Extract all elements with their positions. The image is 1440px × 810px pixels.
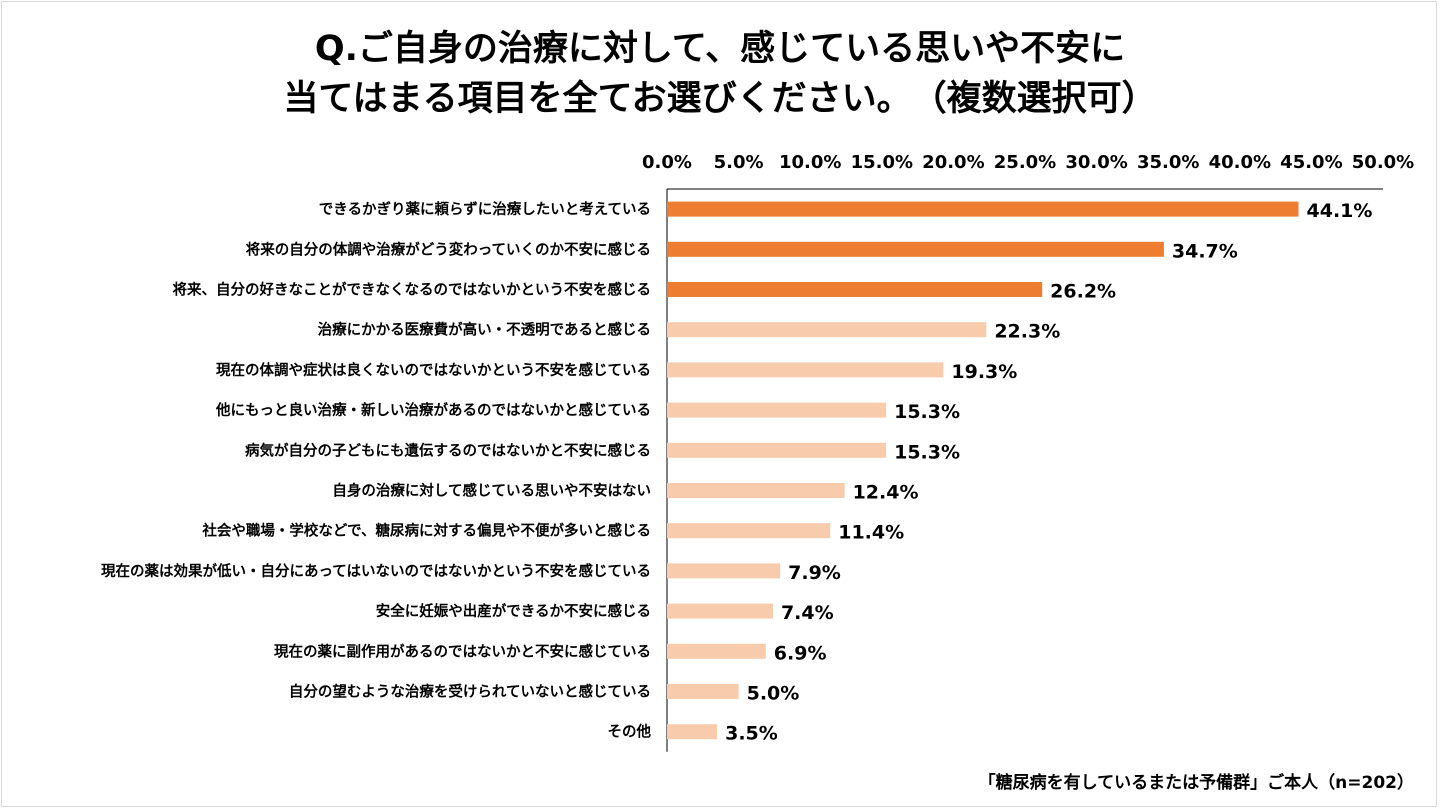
category-label: 現在の体調や症状は良くないのではないかという不安を感じている [216,361,651,379]
category-label: 安全に妊娠や出産ができるか不安に感じる [376,602,651,620]
data-label: 6.9% [774,642,827,664]
bar [667,241,1164,257]
category-label: 現在の薬は効果が低い・自分にあってはいないのではないかという不安を感じている [101,562,651,580]
category-label: 将来、自分の好きなことができなくなるのではないかという不安を感じる [173,281,652,299]
bar [667,402,887,418]
x-tick-label: 20.0% [922,152,984,173]
data-label: 22.3% [994,321,1060,343]
bar [667,643,766,659]
category-label: できるかぎり薬に頼らずに治療したいと考えている [319,200,651,218]
x-tick-label: 0.0% [642,152,692,173]
bar [667,201,1299,217]
data-label: 44.1% [1307,200,1373,222]
x-tick-label: 10.0% [779,152,841,173]
x-tick-label: 25.0% [994,152,1056,173]
data-label: 5.0% [747,683,800,705]
bar [667,523,831,539]
category-label: 病気が自分の子どもにも遺伝するのではないかと不安に感じる [245,441,651,459]
x-tick-label: 15.0% [851,152,913,173]
category-label: 治療にかかる医療費が高い・不透明であると感じる [318,321,651,339]
category-label: 自身の治療に対して感じている思いや不安はない [332,482,651,500]
data-label: 26.2% [1050,281,1116,303]
title-line-1: Q.ご自身の治療に対して、感じている思いや不安に [314,29,1126,69]
bar [667,483,845,498]
data-label: 7.4% [781,602,834,624]
x-tick-label: 40.0% [1209,152,1271,173]
data-label: 12.4% [853,482,919,504]
bar [667,322,987,338]
data-label: 3.5% [725,723,778,745]
category-label: その他 [608,723,652,741]
x-tick-label: 45.0% [1280,152,1342,173]
x-tick-label: 30.0% [1065,152,1127,173]
data-label: 11.4% [838,522,904,544]
x-tick-label: 50.0% [1352,152,1414,173]
bar [667,603,773,619]
data-label: 19.3% [951,361,1017,383]
bar [667,724,718,740]
x-tick-label: 35.0% [1137,152,1199,173]
bar [667,684,739,699]
data-label: 7.9% [788,562,841,584]
category-label: 将来の自分の体調や治療がどう変わっていくのか不安に感じる [246,240,651,258]
sample-footnote: 「糖尿病を有しているまたは予備群」ご本人（n=202） [978,773,1414,793]
title-line-2: 当てはまる項目を全てお選びください。 （複数選択可） [283,79,1157,119]
x-tick-label: 5.0% [714,152,764,173]
category-label: 社会や職場・学校などで、糖尿病に対する偏見や不便が多いと感じる [201,522,651,540]
category-label: 他にもっと良い治療・新しい治療があるのではないかと感じている [215,401,651,419]
data-label: 15.3% [894,401,960,423]
category-label: 現在の薬に副作用があるのではないかと不安に感じている [274,642,651,660]
category-label: 自分の望むような治療を受けられていないと感じている [289,683,651,701]
bar [667,442,887,458]
bar [667,282,1043,297]
data-label: 34.7% [1172,240,1238,262]
bar [667,563,781,579]
bar [667,362,944,378]
chart-title: Q.ご自身の治療に対して、感じている思いや不安に 当てはまる項目を全てお選びくだ… [0,24,1440,124]
data-label: 15.3% [894,441,960,463]
